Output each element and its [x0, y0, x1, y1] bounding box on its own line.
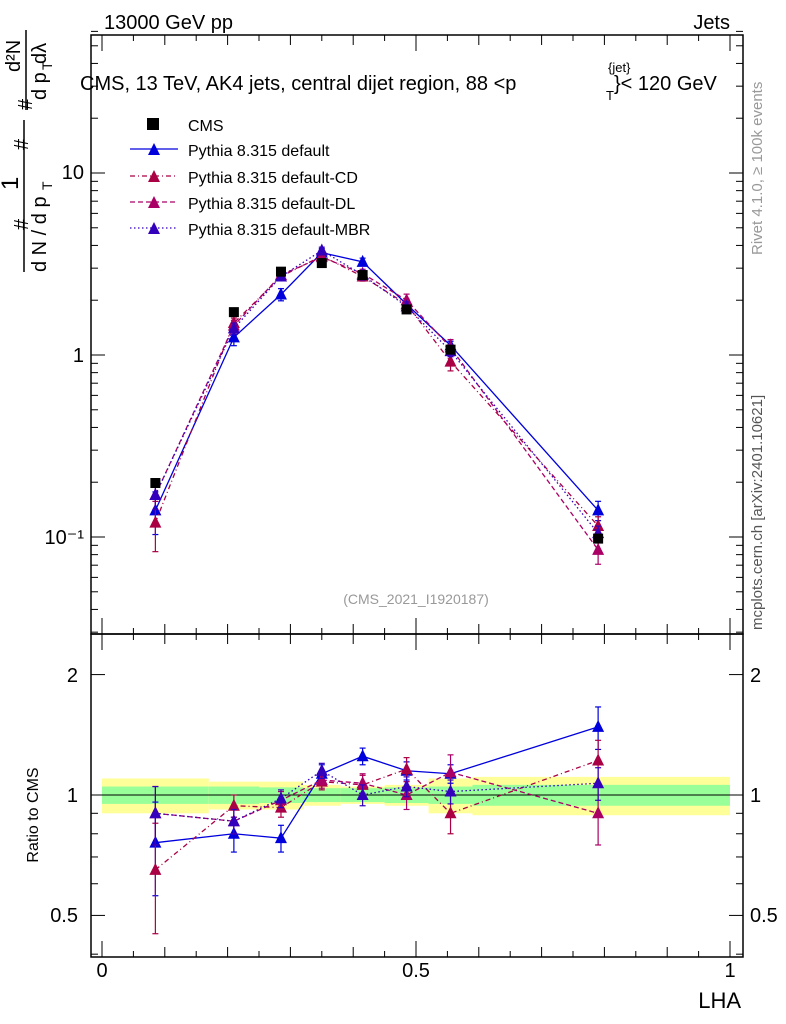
svg-text:1: 1 [0, 177, 24, 190]
default-ratio-point [592, 719, 605, 732]
default-ratio-line [155, 726, 599, 844]
y-tick-label-10: 10 [62, 162, 84, 184]
cms-data-point [275, 266, 286, 277]
cd-main-line [154, 255, 599, 527]
title-superscript: {jet} [608, 60, 631, 75]
cd-ratio-point [592, 753, 605, 766]
ratio-tick-label-0p5-right: 0.5 [750, 905, 778, 927]
y-tick-label-1: 1 [73, 345, 84, 367]
uncertainty-bands [102, 776, 730, 816]
legend-label-dl: Pythia 8.315 default-DL [188, 196, 355, 213]
cd-main-point [592, 518, 605, 531]
dl-ratio-point [592, 806, 605, 819]
legend-label-cms: CMS [188, 118, 224, 135]
title-subscript: T [606, 88, 614, 103]
mbr-ratio-point [592, 776, 605, 789]
dl-main-point [592, 542, 605, 555]
plot-title: CMS, 13 TeV, AK4 jets, central dijet reg… [80, 60, 718, 103]
cd-ratio-point [227, 798, 240, 811]
svg-text:d²N: d²N [3, 40, 25, 72]
cd-main-point [149, 515, 162, 528]
legend-marker-dl [148, 196, 160, 208]
mbr-ratio-point [149, 806, 162, 819]
title-main: CMS, 13 TeV, AK4 jets, central dijet reg… [80, 73, 516, 95]
mbr-ratio-point [356, 788, 369, 800]
mbr-main-point [149, 488, 162, 501]
cms-data-point [357, 270, 368, 281]
svg-text:#: # [11, 138, 33, 150]
ratio-tick-label-1-right: 1 [750, 785, 761, 807]
ratio-tick-label-2-right: 2 [750, 665, 761, 687]
default-main-point [356, 254, 369, 267]
ratio-y-axis-label: Ratio to CMS [25, 767, 42, 862]
mbr-ratio-point [400, 779, 413, 792]
main-y-axis-label: # 1 d N / d p T # # d p T dλ d²N [0, 30, 55, 272]
default-main-point [592, 503, 605, 516]
svg-text:#: # [11, 218, 33, 230]
x-tick-label-0: 0 [96, 960, 107, 982]
cms-data-point [593, 533, 604, 544]
legend-label-default: Pythia 8.315 default [188, 143, 330, 160]
mbr-main-point [315, 243, 328, 256]
ratio-tick-label-0p5-left: 0.5 [50, 905, 78, 927]
mbr-ratio-point [315, 763, 328, 776]
legend-label-cd: Pythia 8.315 default-CD [188, 170, 358, 187]
cd-main-point [444, 354, 457, 367]
default-ratio-point [274, 831, 287, 844]
x-tick-label-0p5: 0.5 [402, 960, 430, 982]
cms-data-point [228, 307, 239, 318]
series-layer [149, 243, 605, 935]
cms-data-point [401, 304, 412, 315]
dl-main-line [154, 256, 599, 551]
cms-data-point [445, 344, 456, 355]
mbr-ratio-point [444, 784, 457, 797]
svg-text:T: T [39, 61, 55, 70]
mbr-main-point [227, 321, 240, 334]
legend-marker-default [148, 143, 160, 155]
cd-ratio-point [400, 762, 413, 775]
cd-ratio-point [149, 862, 162, 875]
mbr-ratio-point [227, 814, 240, 827]
legend-marker-cd [148, 170, 160, 182]
ratio-y-tick-labels: 0.5 1 2 0.5 1 2 [50, 665, 778, 927]
dl-ratio-point [444, 765, 457, 778]
mbr-ratio-point [274, 791, 287, 804]
legend-label-mbr: Pythia 8.315 default-MBR [188, 222, 370, 239]
main-y-tick-labels: 10⁻¹ 1 10 [45, 162, 85, 549]
dl-ratio-line [155, 771, 599, 822]
header-energy-label: 13000 GeV pp [104, 12, 233, 34]
mcplots-credit-label: mcplots.cern.ch [arXiv:2401.10621] [749, 395, 766, 630]
legend-marker-mbr [148, 222, 160, 234]
cms-data-point [316, 258, 327, 269]
x-tick-labels: 0 0.5 1 [96, 960, 735, 982]
default-ratio-point [356, 749, 369, 762]
default-main-point [227, 330, 240, 343]
cms-data-point [150, 478, 161, 489]
x-axis-label: LHA [698, 988, 741, 1013]
header-jets-label: Jets [693, 12, 730, 34]
legend: CMS Pythia 8.315 default Pythia 8.315 de… [130, 118, 370, 239]
y-tick-label-0p1: 10⁻¹ [45, 527, 85, 549]
title-end: }< 120 GeV [614, 73, 718, 95]
x-tick-label-1: 1 [724, 960, 735, 982]
rivet-version-label: Rivet 4.1.0, ≥ 100k events [749, 82, 766, 255]
default-main-line [154, 251, 599, 511]
ratio-tick-label-1-left: 1 [67, 785, 78, 807]
svg-text:d N / d p: d N / d p [29, 196, 51, 272]
legend-marker-cms [147, 118, 159, 130]
ratio-tick-label-2-left: 2 [67, 665, 78, 687]
default-main-point [274, 287, 287, 300]
analysis-watermark: (CMS_2021_I1920187) [343, 591, 489, 607]
svg-text:d p: d p [29, 72, 51, 100]
svg-text:dλ: dλ [29, 43, 51, 64]
axis-ticks [91, 30, 743, 957]
mbr-ratio-line [155, 769, 599, 822]
mbr-main-line [154, 249, 599, 534]
cd-ratio-point [444, 806, 457, 819]
svg-text:T: T [39, 181, 55, 190]
